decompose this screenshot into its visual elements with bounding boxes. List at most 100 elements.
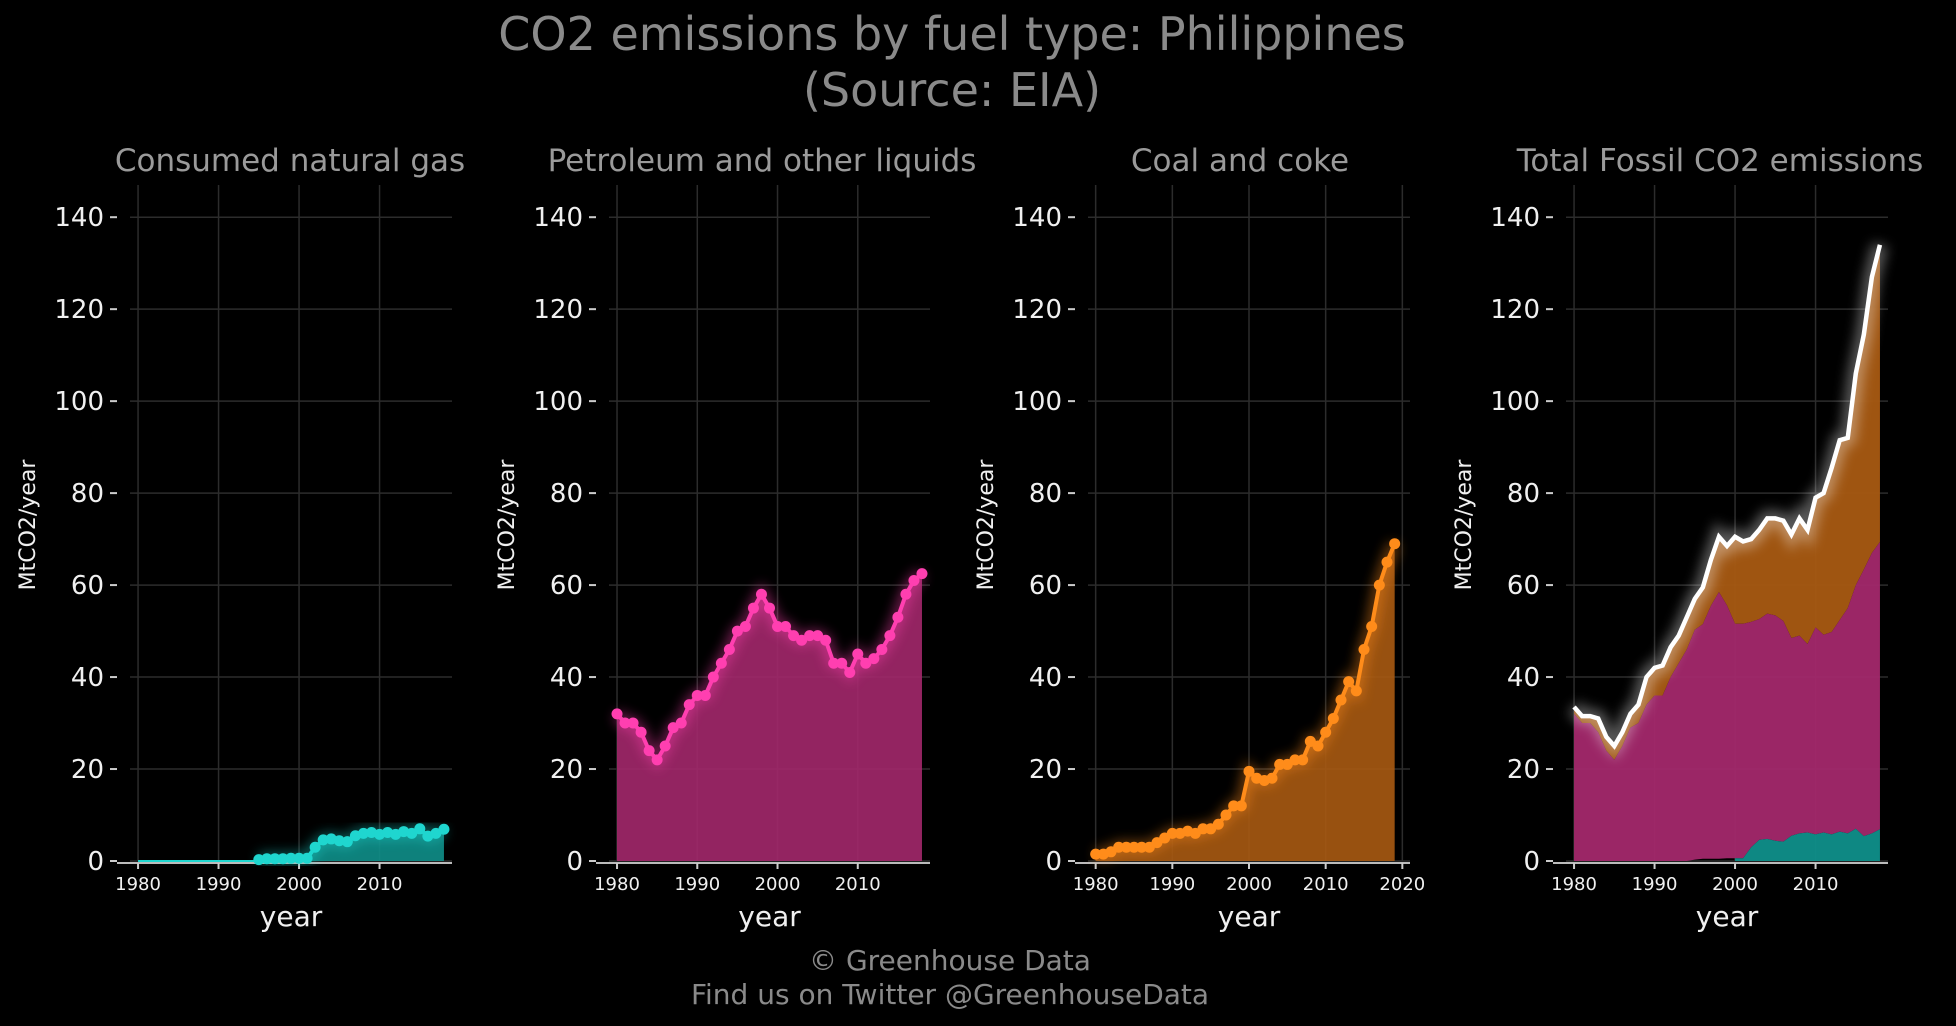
y-tick-label: 80 (71, 479, 104, 509)
data-point (635, 726, 647, 738)
data-point (900, 588, 912, 600)
y-axis-label: MtCO2/year (495, 459, 520, 591)
data-point (1343, 676, 1355, 688)
chart-title-line2: (Source: EIA) (803, 63, 1101, 117)
data-point (357, 827, 369, 839)
y-tick-label: 80 (550, 479, 583, 509)
panel-1: Consumed natural gas 0 20 40 60 80 100 120 140 19… (16, 143, 465, 933)
data-point (683, 699, 695, 711)
y-tick-label: 100 (54, 387, 104, 417)
data-point (309, 841, 321, 853)
data-point (739, 620, 751, 632)
data-point (1327, 712, 1339, 724)
y-tick-label: 20 (71, 755, 104, 785)
x-tick-label: 1980 (1551, 874, 1597, 895)
y-tick-label: 100 (1012, 387, 1062, 417)
x-tick-label: 1980 (1073, 874, 1119, 895)
data-point (301, 852, 313, 864)
data-point (1297, 754, 1309, 766)
y-tick-label: 120 (1490, 295, 1540, 325)
y-tick-label: 0 (87, 847, 104, 877)
data-point (1128, 841, 1140, 853)
data-point (772, 620, 784, 632)
data-point (438, 823, 450, 835)
x-tick-label: 2010 (357, 874, 403, 895)
data-point (916, 568, 928, 580)
x-tick-label: 2000 (755, 874, 801, 895)
data-point (414, 823, 426, 835)
data-point (261, 853, 273, 865)
y-tick-label: 60 (550, 571, 583, 601)
y-tick-label: 40 (71, 663, 104, 693)
data-point (1166, 827, 1178, 839)
panel-2: Petroleum and other liquids 0 20 40 60 80 100 1… (495, 143, 976, 933)
y-tick-label: 40 (1029, 663, 1062, 693)
y-tick-label: 60 (1507, 571, 1540, 601)
data-point (1320, 726, 1332, 738)
data-point (747, 602, 759, 614)
x-tick-label: 2000 (276, 874, 322, 895)
panel-title: Petroleum and other liquids (548, 143, 977, 179)
y-tick-label: 40 (550, 663, 583, 693)
data-point (691, 689, 703, 701)
y-tick-label: 0 (566, 847, 583, 877)
data-point (699, 689, 711, 701)
data-point (1312, 740, 1324, 752)
y-tick-label: 140 (533, 203, 583, 233)
y-tick-label: 120 (533, 295, 583, 325)
data-point (1373, 579, 1385, 591)
data-point (836, 657, 848, 669)
x-tick-label: 1980 (594, 874, 640, 895)
data-point (812, 630, 824, 642)
y-tick-label: 120 (54, 295, 104, 325)
data-point (1366, 620, 1378, 632)
x-axis-label: year (738, 900, 801, 933)
data-point (269, 853, 281, 865)
data-point (619, 717, 631, 729)
data-point (1389, 538, 1401, 550)
data-point (1228, 800, 1240, 812)
data-point (1113, 841, 1125, 853)
y-axis-label: MtCO2/year (974, 459, 999, 591)
x-tick-label: 1990 (196, 874, 242, 895)
data-point (333, 835, 345, 847)
y-tick-label: 80 (1029, 479, 1062, 509)
y-tick-label: 100 (533, 387, 583, 417)
data-point (860, 657, 872, 669)
data-point (828, 657, 840, 669)
x-tick-label: 1990 (1149, 874, 1195, 895)
data-point (908, 574, 920, 586)
data-point (293, 852, 305, 864)
x-tick-label: 1990 (1632, 874, 1678, 895)
x-tick-label: 2000 (1712, 874, 1758, 895)
panel-title: Coal and coke (1131, 143, 1349, 179)
data-point (1289, 754, 1301, 766)
x-tick-label: 2020 (1379, 874, 1425, 895)
data-point (780, 620, 792, 632)
data-point (1266, 772, 1278, 784)
data-point (406, 827, 418, 839)
data-point (723, 643, 735, 655)
footer-copyright: © Greenhouse Data (809, 944, 1091, 977)
y-tick-label: 140 (1490, 203, 1540, 233)
data-point (707, 671, 719, 683)
y-tick-label: 60 (71, 571, 104, 601)
y-tick-label: 140 (1012, 203, 1062, 233)
panel-title: Consumed natural gas (115, 143, 465, 179)
data-point (253, 854, 265, 866)
data-point (651, 754, 663, 766)
x-axis-label: year (260, 900, 323, 933)
panel-4: Total Fossil CO2 emissions 0 20 40 60 80 100 12… (1452, 143, 1923, 933)
y-tick-label: 40 (1507, 663, 1540, 693)
data-point (715, 657, 727, 669)
petroleum-stack-area (1574, 541, 1880, 861)
data-point (1335, 694, 1347, 706)
data-point (1274, 758, 1286, 770)
x-axis-label: year (1696, 900, 1759, 933)
data-point (1235, 800, 1247, 812)
data-point (1220, 809, 1232, 821)
coal-stack-area (1574, 244, 1880, 760)
chart-title-line1: CO2 emissions by fuel type: Philippines (498, 7, 1406, 61)
data-point (884, 630, 896, 642)
